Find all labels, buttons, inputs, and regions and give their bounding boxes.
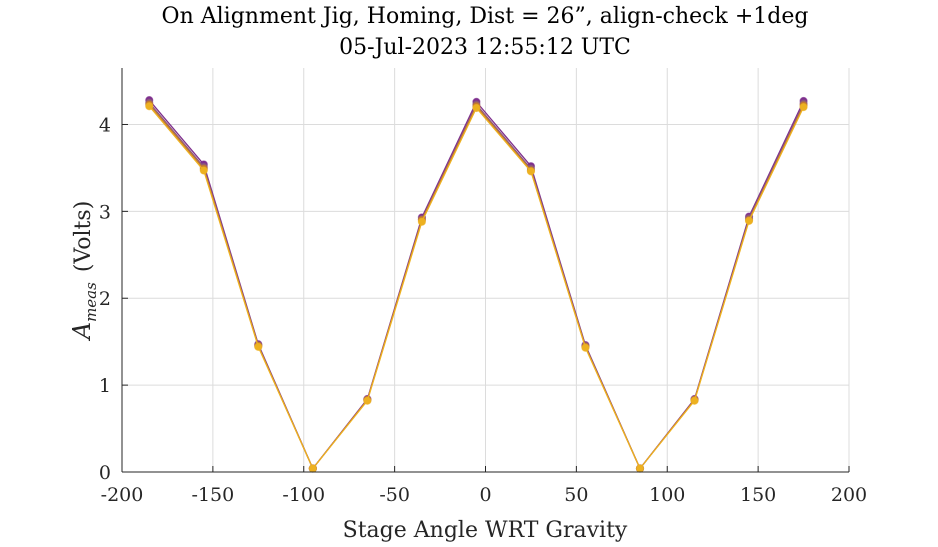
- chart-title: On Alignment Jig, Homing, Dist = 26”, al…: [162, 4, 809, 29]
- x-tick-label: -150: [192, 484, 235, 506]
- data-point: [308, 464, 317, 473]
- x-tick-label: -200: [101, 484, 144, 506]
- series-line: [148, 104, 805, 470]
- data-point: [254, 342, 263, 351]
- data-point: [526, 167, 536, 176]
- x-tick-label: 100: [649, 484, 685, 506]
- y-tick-label: 1: [99, 375, 111, 397]
- grid: [121, 68, 850, 473]
- y-axis-label-sub: meas: [82, 282, 100, 322]
- y-tick-label: 0: [99, 462, 111, 484]
- svg-text:Ameas(Volts): Ameas (Volts): [68, 201, 100, 342]
- data-point: [799, 102, 808, 112]
- series-line: [148, 105, 805, 470]
- axes: [121, 68, 850, 473]
- y-tick-label: 4: [99, 114, 111, 136]
- y-axis-label-unit: (Volts): [71, 201, 96, 272]
- x-tick-label: -100: [282, 484, 325, 506]
- tick-labels: -200 -150 -100 -50 0 50 100 150 200 0 1 2 3 4: [99, 114, 867, 506]
- data-point: [145, 102, 154, 111]
- data-point: [472, 103, 481, 113]
- x-tick-label: 50: [564, 484, 588, 506]
- data-point: [581, 343, 590, 352]
- x-tick-label: 200: [831, 484, 867, 506]
- y-axis-label: Ameas (Volts): [68, 201, 100, 342]
- data-point: [417, 217, 426, 226]
- x-axis-label: Stage Angle WRT Gravity: [343, 518, 628, 543]
- series-line: [148, 99, 805, 470]
- data-point: [744, 216, 754, 226]
- x-tick-label: 150: [740, 484, 776, 506]
- y-tick-label: 3: [99, 201, 111, 223]
- data-point: [363, 396, 372, 405]
- y-axis-label-main: A: [68, 322, 96, 341]
- data-point: [199, 166, 208, 175]
- y-tick-label: 2: [99, 288, 111, 310]
- chart-subtitle: 05-Jul-2023 12:55:12 UTC: [339, 35, 631, 60]
- series-line: [148, 102, 805, 470]
- data-point: [690, 396, 699, 405]
- data-point: [635, 464, 645, 473]
- x-tick-label: 0: [479, 484, 491, 506]
- series-group: [145, 96, 808, 473]
- x-tick-label: -50: [379, 484, 410, 506]
